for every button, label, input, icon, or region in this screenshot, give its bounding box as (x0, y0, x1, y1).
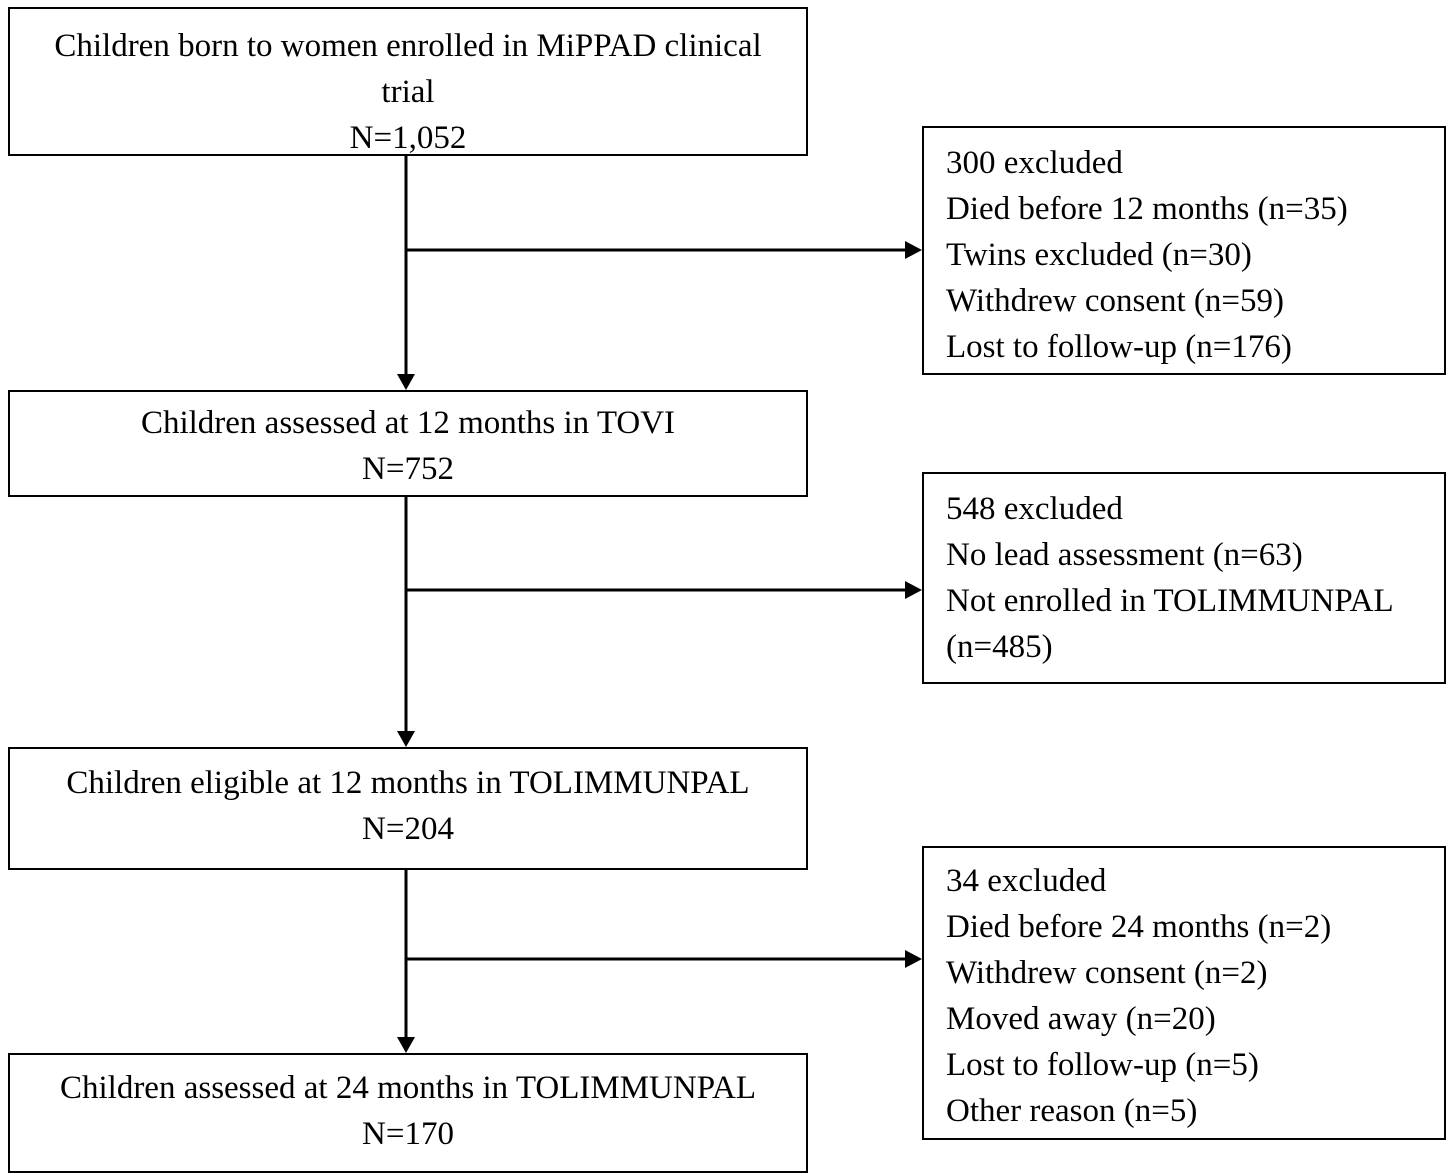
arrowhead-down (397, 374, 415, 390)
exclusion2-reason: No lead assessment (n=63) (946, 537, 1303, 573)
exclusion3-reason: Other reason (n=5) (946, 1093, 1198, 1129)
stage1-count: N=1,052 (349, 120, 467, 156)
exclusion3-reason: Died before 24 months (n=2) (946, 909, 1332, 945)
arrowhead-right (905, 581, 922, 599)
exclusion2-reason: (n=485) (946, 629, 1053, 665)
arrowhead-right (905, 950, 922, 968)
exclusion3-box: 34 excluded Died before 24 months (n=2) … (922, 846, 1446, 1140)
exclusion3-reason: Lost to follow-up (n=5) (946, 1047, 1259, 1083)
stage1-box: Children born to women enrolled in MiPPA… (8, 7, 808, 156)
arrowhead-right (905, 241, 922, 259)
stage2-box: Children assessed at 12 months in TOVI N… (8, 390, 808, 497)
exclusion1-reason: Withdrew consent (n=59) (946, 283, 1285, 319)
stage3-count: N=204 (362, 811, 454, 847)
exclusion1-reason: Twins excluded (n=30) (946, 237, 1252, 273)
stage2-line-1: Children assessed at 12 months in TOVI (140, 405, 676, 441)
stage3-line-1: Children eligible at 12 months in TOLIMM… (66, 765, 750, 801)
exclusion1-reason: Died before 12 months (n=35) (946, 191, 1348, 227)
stage4-count: N=170 (362, 1116, 454, 1152)
exclusion1-total: 300 excluded (946, 145, 1123, 181)
arrowhead-down (397, 731, 415, 747)
stage1-line-1: Children born to women enrolled in MiPPA… (54, 28, 762, 64)
exclusion2-total: 548 excluded (946, 491, 1123, 527)
stage3-box: Children eligible at 12 months in TOLIMM… (8, 747, 808, 870)
exclusion3-reason: Moved away (n=20) (946, 1001, 1216, 1037)
stage4-box: Children assessed at 24 months in TOLIMM… (8, 1053, 808, 1173)
stage1-line-2: trial (381, 74, 435, 110)
stage4-line-1: Children assessed at 24 months in TOLIMM… (59, 1070, 757, 1106)
exclusion1-reason: Lost to follow-up (n=176) (946, 329, 1292, 365)
exclusion2-reason: Not enrolled in TOLIMMUNPAL (946, 583, 1394, 619)
exclusion3-total: 34 excluded (946, 863, 1107, 899)
exclusion2-box: 548 excluded No lead assessment (n=63) N… (922, 472, 1446, 684)
arrowhead-down (397, 1037, 415, 1053)
exclusion3-reason: Withdrew consent (n=2) (946, 955, 1268, 991)
stage2-count: N=752 (362, 451, 454, 487)
exclusion1-box: 300 excluded Died before 12 months (n=35… (922, 126, 1446, 375)
